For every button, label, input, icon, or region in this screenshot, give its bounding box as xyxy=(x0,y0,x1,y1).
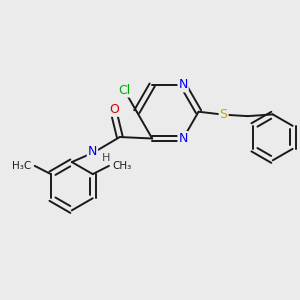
Text: O: O xyxy=(109,103,119,116)
Text: Cl: Cl xyxy=(118,83,130,97)
Text: N: N xyxy=(178,132,188,145)
Text: CH₃: CH₃ xyxy=(112,161,132,171)
Text: H: H xyxy=(102,153,110,163)
Text: S: S xyxy=(220,108,228,121)
Text: N: N xyxy=(88,145,97,158)
Text: H₃C: H₃C xyxy=(12,161,31,171)
Text: N: N xyxy=(178,78,188,92)
